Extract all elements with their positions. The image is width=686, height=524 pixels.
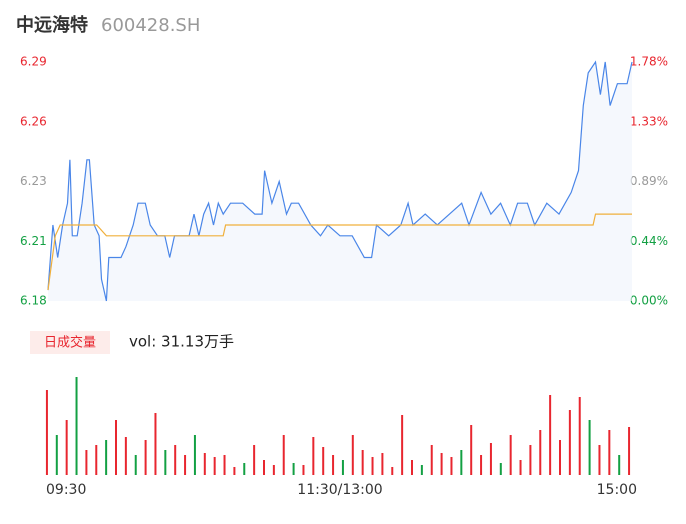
volume-bar xyxy=(144,440,147,475)
volume-bar xyxy=(401,415,404,475)
volume-bar xyxy=(608,430,611,475)
volume-bar xyxy=(312,437,315,475)
y-tick-label: 6.21 xyxy=(20,234,47,248)
volume-bar xyxy=(559,440,561,475)
volume-bar xyxy=(115,420,117,475)
volume-bar xyxy=(341,460,344,475)
y-tick-label: 6.26 xyxy=(20,114,47,128)
y2-tick-label: 1.78% xyxy=(630,55,668,69)
x-tick-label: 11:30/13:00 xyxy=(297,482,382,498)
volume-bar xyxy=(391,467,394,475)
y-tick-label: 6.29 xyxy=(20,55,47,69)
volume-bar xyxy=(519,460,522,475)
volume-bar xyxy=(440,453,443,475)
volume-bar xyxy=(371,457,374,475)
volume-bar xyxy=(154,413,157,475)
volume-bar xyxy=(292,463,295,475)
volume-bar xyxy=(381,453,384,475)
volume-bar xyxy=(75,377,78,475)
volume-bar xyxy=(55,435,58,475)
volume-bar xyxy=(499,463,502,475)
volume-bar xyxy=(588,420,591,475)
volume-bar xyxy=(95,445,98,475)
volume-button[interactable] xyxy=(30,331,110,354)
volume-button-label[interactable]: 日成交量 xyxy=(44,335,96,351)
x-tick-label: 15:00 xyxy=(597,482,637,498)
volume-bar xyxy=(213,457,216,475)
y2-tick-label: 0.44% xyxy=(630,234,668,248)
chart-title: 中远海特 xyxy=(16,14,88,36)
volume-bar xyxy=(450,457,453,475)
volume-label: vol: 31.13万手 xyxy=(129,333,234,351)
volume-bar xyxy=(243,463,246,475)
volume-bar xyxy=(529,445,532,475)
volume-bar xyxy=(282,435,285,475)
volume-bar xyxy=(618,455,621,475)
volume-bar xyxy=(85,450,88,475)
y-tick-label: 6.23 xyxy=(20,174,47,188)
volume-bar xyxy=(223,455,226,475)
volume-bar xyxy=(411,460,413,475)
volume-bar xyxy=(568,410,571,475)
volume-bar xyxy=(233,467,236,475)
volume-bar xyxy=(302,465,305,475)
average-line xyxy=(47,213,632,291)
volume-bar xyxy=(193,435,196,475)
volume-bar xyxy=(480,455,483,475)
volume-bar xyxy=(549,395,552,475)
volume-bar xyxy=(263,460,265,475)
price-area xyxy=(48,62,632,301)
volume-bar xyxy=(174,445,177,475)
volume-bar xyxy=(105,440,108,475)
volume-bar xyxy=(578,397,581,475)
y2-tick-label: 1.33% xyxy=(630,114,668,128)
volume-bar xyxy=(272,465,275,475)
volume-bar xyxy=(184,455,187,475)
chart-subtitle: 600428.SH xyxy=(101,15,200,36)
volume-bar xyxy=(539,430,542,475)
volume-bar xyxy=(361,450,364,475)
volume-bar xyxy=(65,420,68,475)
volume-bar xyxy=(134,455,137,475)
price-line xyxy=(47,60,633,302)
volume-bar xyxy=(628,427,631,475)
y2-tick-label: 0.00% xyxy=(630,294,668,308)
volume-bar xyxy=(598,445,601,475)
volume-bar xyxy=(124,437,127,475)
volume-bar xyxy=(164,450,167,475)
volume-bar xyxy=(203,453,206,475)
volume-bar xyxy=(470,425,473,475)
volume-bar xyxy=(45,390,48,475)
volume-bar xyxy=(253,445,256,475)
volume-bar xyxy=(509,435,512,475)
volume-bar xyxy=(351,435,354,475)
volume-bar xyxy=(489,443,492,475)
volume-bar xyxy=(332,455,335,475)
volume-bar xyxy=(460,450,463,475)
volume-bar xyxy=(420,465,423,475)
y-tick-label: 6.18 xyxy=(20,294,47,308)
volume-bar xyxy=(322,447,325,475)
y2-tick-label: 0.89% xyxy=(630,174,668,188)
volume-bar xyxy=(430,445,433,475)
x-tick-label: 09:30 xyxy=(46,482,86,498)
